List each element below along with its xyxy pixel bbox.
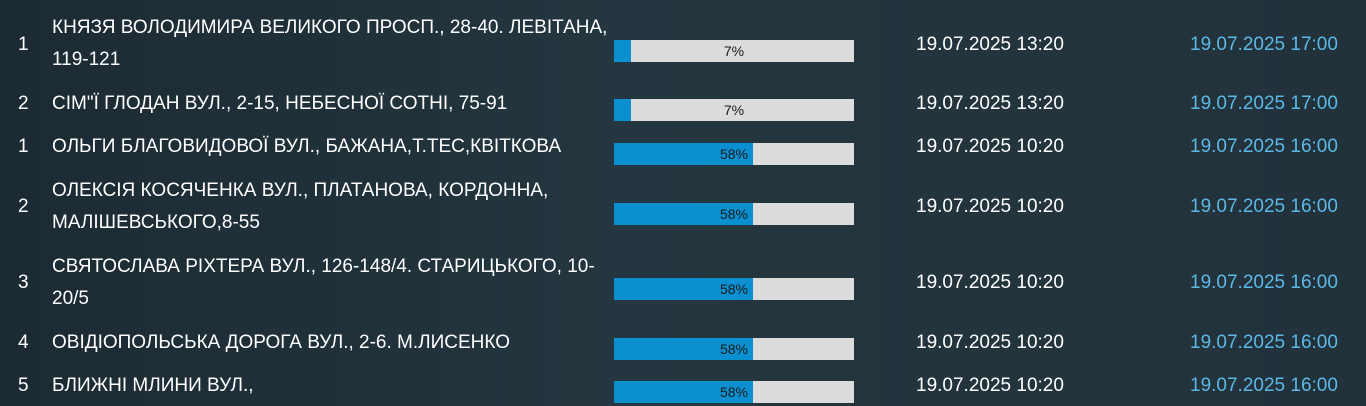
- row-number: 2: [18, 93, 29, 114]
- end-time: 19.07.2025 16:00: [1190, 332, 1338, 353]
- start-time: 19.07.2025 13:20: [916, 34, 1064, 55]
- progress-label: 58%: [719, 341, 749, 357]
- row-number: 3: [18, 272, 29, 293]
- progress-fill: [614, 143, 754, 165]
- row-number: 5: [18, 375, 29, 396]
- progress-label: 7%: [723, 102, 745, 118]
- progress-label: 58%: [719, 146, 749, 162]
- end-time: 19.07.2025 17:00: [1190, 93, 1338, 114]
- start-time: 19.07.2025 10:20: [916, 375, 1064, 396]
- row-address: КНЯЗЯ ВОЛОДИМИРА ВЕЛИКОГО ПРОСП., 28-40.…: [52, 17, 608, 70]
- row-address: ОЛЬГИ БЛАГОВИДОВОЇ ВУЛ., БАЖАНА,Т.ТЕС,КВ…: [52, 136, 562, 157]
- end-time: 19.07.2025 16:00: [1190, 136, 1338, 157]
- progress-bar: 58%: [614, 381, 854, 403]
- progress-label: 58%: [719, 384, 749, 400]
- row-address: ОЛЕКСІЯ КОСЯЧЕНКА ВУЛ., ПЛАТАНОВА, КОРДО…: [52, 180, 549, 233]
- progress-bar: 58%: [614, 143, 854, 165]
- end-time: 19.07.2025 16:00: [1190, 272, 1338, 293]
- progress-label: 7%: [723, 43, 745, 59]
- start-time: 19.07.2025 10:20: [916, 196, 1064, 217]
- progress-bar: 7%: [614, 40, 854, 62]
- start-time: 19.07.2025 10:20: [916, 332, 1064, 353]
- row-number: 4: [18, 332, 29, 353]
- progress-fill: [614, 203, 754, 225]
- row-number: 1: [18, 34, 29, 55]
- progress-fill: [614, 338, 754, 360]
- progress-bar: 58%: [614, 278, 854, 300]
- progress-bar: 58%: [614, 203, 854, 225]
- progress-fill: [614, 278, 754, 300]
- start-time: 19.07.2025 10:20: [916, 136, 1064, 157]
- end-time: 19.07.2025 16:00: [1190, 196, 1338, 217]
- row-address: СІМ"Ї ГЛОДАН ВУЛ., 2-15, НЕБЕСНОЇ СОТНІ,…: [52, 93, 508, 114]
- row-address: СВЯТОСЛАВА РІХТЕРА ВУЛ., 126-148/4. СТАР…: [52, 256, 595, 309]
- progress-fill: [614, 381, 754, 403]
- progress-fill: [614, 40, 631, 62]
- progress-fill: [614, 99, 631, 121]
- row-number: 2: [18, 196, 29, 217]
- progress-bar: 7%: [614, 99, 854, 121]
- row-address: БЛИЖНІ МЛИНИ ВУЛ.,: [52, 375, 254, 396]
- progress-label: 58%: [719, 206, 749, 222]
- end-time: 19.07.2025 17:00: [1190, 34, 1338, 55]
- start-time: 19.07.2025 13:20: [916, 93, 1064, 114]
- progress-bar: 58%: [614, 338, 854, 360]
- start-time: 19.07.2025 10:20: [916, 272, 1064, 293]
- end-time: 19.07.2025 16:00: [1190, 375, 1338, 396]
- progress-label: 58%: [719, 281, 749, 297]
- row-number: 1: [18, 136, 29, 157]
- row-address: ОВІДІОПОЛЬСЬКА ДОРОГА ВУЛ., 2-6. М.ЛИСЕН…: [52, 332, 511, 353]
